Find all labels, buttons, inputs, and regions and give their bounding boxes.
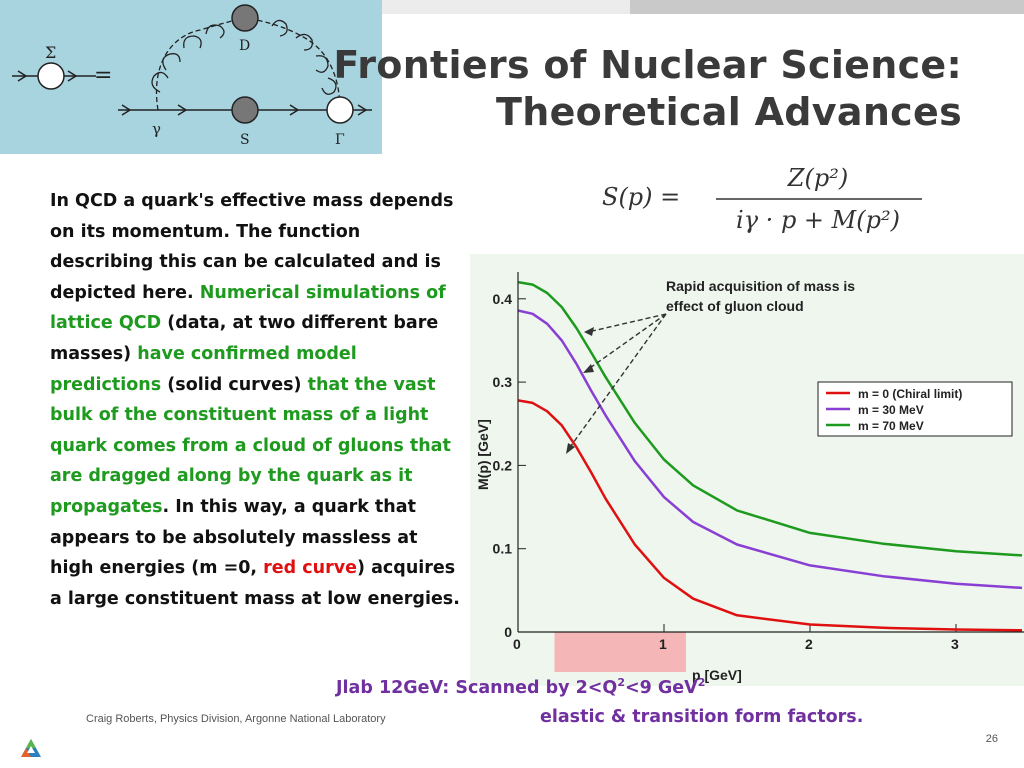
annotation-line2: effect of gluon cloud [666, 298, 804, 314]
slide-title: Frontiers of Nuclear Science: Theoretica… [333, 42, 962, 136]
chart-background [470, 254, 1024, 686]
sigma-blob [37, 62, 65, 90]
arrowhead-red [566, 443, 575, 454]
para-lattice: Numerical simulations of lattice QCD [50, 282, 446, 334]
x-tick-label-1: 1 [659, 636, 667, 652]
mass-function-chart: 0 1 2 3 0 0.1 0.2 0.3 0.4 p [GeV] M(p) [GeV] Rap… [470, 254, 1024, 686]
s-label: S [240, 132, 250, 148]
y-tick-label-2: 0.2 [493, 457, 513, 473]
page-number: 26 [985, 733, 998, 745]
y-tick-label-1: 0.1 [493, 541, 513, 557]
s-blob [231, 96, 259, 124]
y-tick-label-0: 0 [504, 624, 512, 640]
para-conclusion: ) acquires a large constituent mass at l… [50, 558, 460, 609]
annotation-line1: Rapid acquisition of mass is [666, 278, 855, 294]
arrowhead-purple [583, 364, 594, 373]
x-tick-label-3: 3 [951, 636, 959, 652]
para-data-note: (data, at two different bare masses) [50, 313, 439, 364]
y-tick-label-3: 0.3 [493, 374, 513, 390]
arrowhead-green [584, 327, 594, 336]
chart-svg: 0 1 2 3 0 0.1 0.2 0.3 0.4 p [GeV] M(p) [GeV] Rap… [470, 254, 1024, 686]
formula-denominator: iγ · p + M(p²) [736, 206, 900, 234]
formula-numerator: Z(p²) [787, 164, 848, 192]
series-line-0 [517, 399, 1023, 632]
series-line-1 [517, 309, 1023, 590]
gamma-vertex-blob [326, 96, 354, 124]
sigma-label: Σ [45, 43, 56, 62]
propagator-formula: S(p) = Z(p²) iγ · p + M(p²) [600, 158, 930, 238]
jlab-sup1: 2 [617, 676, 625, 689]
equals-sign: = [94, 63, 112, 88]
para-red-curve: red curve [263, 558, 358, 579]
vertex-gamma-label: Γ [335, 132, 345, 148]
para-gluon-cloud: that the vast bulk of the constituent ma… [50, 374, 451, 517]
series-line-2 [517, 280, 1023, 557]
top-decor-bar-dark [630, 0, 1024, 14]
para-massless: . In this way, a quark that appears to b… [50, 496, 418, 579]
argonne-logo-icon [21, 739, 41, 757]
y-tick-label-4: 0.4 [493, 291, 513, 307]
legend: m = 0 (Chiral limit) m = 30 MeV m = 70 M… [817, 381, 1013, 437]
title-line2: Theoretical Advances [496, 90, 962, 134]
jlab-line2: elastic & transition form factors. [540, 707, 864, 727]
annotation-arrow-purple [586, 313, 667, 371]
x-tick-label-0: 0 [513, 636, 521, 652]
formula-lhs: S(p) = [602, 183, 680, 211]
footer-author: Craig Roberts, Physics Division, Argonne… [86, 713, 386, 725]
feynman-diagram: Σ = D S Γ γ [0, 0, 382, 154]
x-tick-label-2: 2 [805, 636, 813, 652]
jlab-sup2: 2 [697, 676, 706, 689]
jlab-text-mid: <9 GeV [624, 677, 698, 698]
body-paragraph: In QCD a quark's effective mass depends … [50, 186, 460, 614]
formula-svg: S(p) = Z(p²) iγ · p + M(p²) [602, 164, 922, 234]
annotation-arrow-red [567, 313, 667, 451]
highlight-band [554, 632, 686, 672]
para-confirmed: have confirmed model predictions [50, 343, 357, 395]
para-solid-curves: (solid curves) [167, 374, 302, 395]
legend-box [817, 381, 1013, 437]
jlab-text-pre: Jlab 12GeV: Scanned by 2<Q [336, 677, 618, 698]
annotation-arrow-green [587, 313, 667, 333]
title-line1: Frontiers of Nuclear Science: [333, 43, 962, 87]
d-blob [231, 4, 259, 32]
d-label: D [239, 38, 250, 54]
y-axis-label: M(p) [GeV] [475, 419, 491, 490]
legend-label-30mev: m = 30 MeV [858, 403, 924, 417]
para-intro: In QCD a quark's effective mass depends … [50, 191, 454, 303]
x-axis-label: p [GeV] [692, 667, 742, 683]
jlab-line1: Jlab 12GeV: Scanned by 2<Q2<9 GeV2 [336, 676, 705, 698]
legend-label-70mev: m = 70 MeV [858, 419, 924, 433]
feynman-diagram-svg: Σ = D S Γ γ [12, 4, 372, 148]
photon-gamma-label: γ [152, 120, 161, 138]
legend-label-chiral: m = 0 (Chiral limit) [858, 387, 962, 401]
